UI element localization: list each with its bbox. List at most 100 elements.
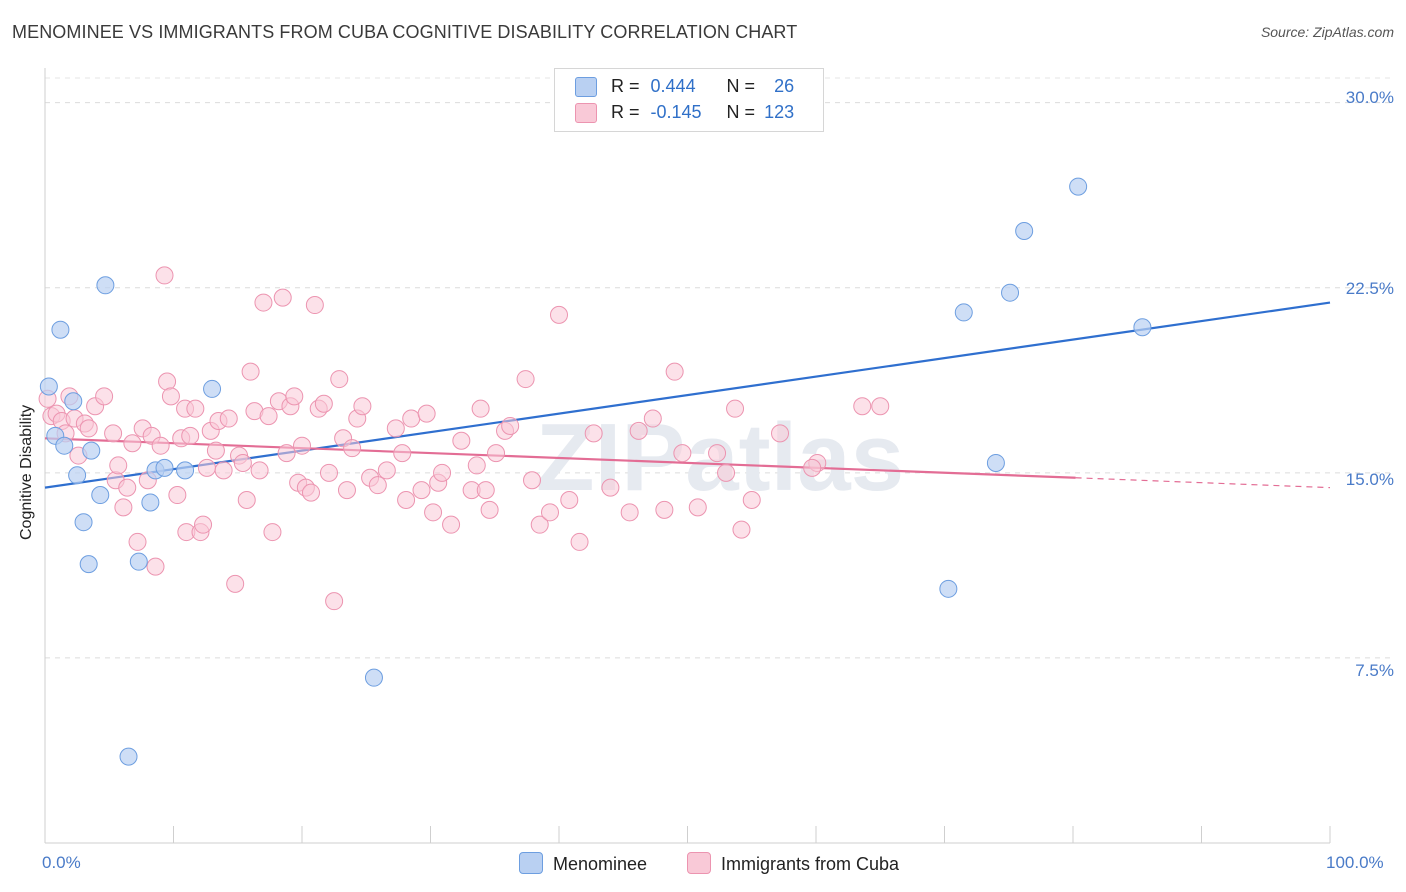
- data-point-menominee: [1001, 283, 1020, 302]
- data-point-immigrants-from-cuba: [128, 532, 147, 551]
- data-point-immigrants-from-cuba: [293, 436, 311, 455]
- data-point-immigrants-from-cuba: [118, 478, 137, 497]
- legend: R = 0.444 N = 26 R = -0.145 N = 123: [554, 68, 824, 132]
- data-point-immigrants-from-cuba: [343, 439, 362, 458]
- data-point-immigrants-from-cuba: [688, 498, 707, 517]
- data-point-immigrants-from-cuba: [233, 453, 252, 472]
- data-point-immigrants-from-cuba: [301, 483, 320, 502]
- y-tick-label: 30.0%: [1345, 88, 1394, 107]
- data-point-menominee: [91, 486, 110, 505]
- legend-n-value: 26: [774, 76, 795, 96]
- data-point-immigrants-from-cuba: [643, 409, 662, 428]
- data-point-immigrants-from-cuba: [250, 461, 269, 480]
- data-point-menominee: [364, 668, 383, 687]
- data-point-menominee: [176, 461, 195, 480]
- data-point-immigrants-from-cuba: [219, 409, 238, 428]
- data-point-menominee: [1069, 177, 1088, 196]
- data-point-menominee: [79, 555, 98, 574]
- data-point-immigrants-from-cuba: [487, 444, 506, 463]
- points-immigrants-from-cuba: [38, 266, 890, 611]
- x-tick-label: 0.0%: [42, 853, 81, 872]
- data-point-immigrants-from-cuba: [412, 481, 431, 500]
- data-point-immigrants-from-cuba: [467, 456, 486, 475]
- data-point-immigrants-from-cuba: [161, 387, 180, 406]
- data-point-immigrants-from-cuba: [314, 394, 333, 413]
- y-axis-label: Cognitive Disability: [18, 404, 35, 540]
- legend-n-label: N =: [726, 102, 756, 122]
- data-point-immigrants-from-cuba: [285, 387, 304, 406]
- data-point-immigrants-from-cuba: [214, 461, 233, 480]
- data-point-menominee: [39, 377, 58, 396]
- legend-r-value: 0.444: [650, 76, 696, 96]
- legend-n-label: N =: [726, 76, 756, 96]
- bottom-legend-swatch-blue: [519, 852, 543, 874]
- legend-swatch-blue: [575, 77, 597, 98]
- data-point-immigrants-from-cuba: [516, 370, 535, 389]
- data-point-immigrants-from-cuba: [237, 490, 256, 509]
- y-tick-label: 22.5%: [1345, 279, 1394, 298]
- data-point-immigrants-from-cuba: [146, 557, 165, 576]
- data-point-immigrants-from-cuba: [95, 387, 114, 406]
- data-point-immigrants-from-cuba: [665, 362, 684, 381]
- data-point-immigrants-from-cuba: [560, 490, 579, 509]
- data-point-immigrants-from-cuba: [377, 461, 396, 480]
- data-point-immigrants-from-cuba: [353, 397, 372, 416]
- trend-line-menominee: [44, 301, 1331, 489]
- data-point-immigrants-from-cuba: [337, 481, 356, 500]
- data-point-menominee: [119, 747, 138, 766]
- legend-row-cuba: R = -0.145 N = 123: [575, 102, 794, 126]
- legend-r-label: R =: [611, 102, 640, 122]
- bottom-legend-label: Immigrants from Cuba: [721, 854, 900, 874]
- legend-swatch-pink: [575, 103, 597, 124]
- data-point-immigrants-from-cuba: [259, 407, 278, 426]
- data-point-immigrants-from-cuba: [194, 515, 213, 534]
- bottom-legend-menominee: Menominee: [519, 852, 647, 875]
- data-point-immigrants-from-cuba: [541, 503, 560, 522]
- data-point-immigrants-from-cuba: [305, 296, 324, 315]
- data-point-immigrants-from-cuba: [397, 490, 416, 509]
- data-point-menominee: [51, 320, 70, 339]
- data-point-menominee: [82, 441, 101, 460]
- points-menominee: [39, 177, 1152, 766]
- data-point-immigrants-from-cuba: [263, 523, 282, 542]
- data-point-menominee: [954, 303, 973, 322]
- data-point-immigrants-from-cuba: [123, 434, 142, 453]
- data-point-immigrants-from-cuba: [732, 520, 751, 539]
- data-point-immigrants-from-cuba: [330, 370, 349, 389]
- data-point-immigrants-from-cuba: [476, 481, 495, 500]
- bottom-legend-cuba: Immigrants from Cuba: [687, 852, 899, 875]
- data-point-immigrants-from-cuba: [433, 463, 452, 482]
- data-point-immigrants-from-cuba: [771, 424, 790, 443]
- data-point-immigrants-from-cuba: [480, 500, 499, 519]
- data-point-immigrants-from-cuba: [620, 503, 639, 522]
- x-tick-label: 100.0%: [1326, 853, 1384, 872]
- data-point-immigrants-from-cuba: [708, 444, 727, 463]
- data-point-immigrants-from-cuba: [550, 305, 568, 324]
- data-point-menominee: [141, 493, 160, 512]
- data-point-immigrants-from-cuba: [655, 500, 674, 519]
- data-point-immigrants-from-cuba: [273, 288, 292, 307]
- data-point-immigrants-from-cuba: [803, 458, 822, 477]
- data-point-immigrants-from-cuba: [523, 471, 542, 490]
- data-point-immigrants-from-cuba: [155, 266, 174, 285]
- data-point-menominee: [1133, 318, 1152, 337]
- data-point-immigrants-from-cuba: [368, 476, 387, 495]
- data-point-immigrants-from-cuba: [181, 426, 200, 445]
- data-point-immigrants-from-cuba: [168, 486, 187, 505]
- data-point-menominee: [64, 392, 83, 411]
- legend-r-label: R =: [611, 76, 640, 96]
- data-point-immigrants-from-cuba: [393, 444, 412, 463]
- data-point-immigrants-from-cuba: [206, 441, 225, 460]
- trend-line-extension: [1075, 477, 1331, 489]
- data-point-immigrants-from-cuba: [114, 498, 133, 517]
- data-point-immigrants-from-cuba: [104, 424, 123, 443]
- data-point-immigrants-from-cuba: [452, 431, 471, 450]
- data-point-menominee: [1015, 222, 1034, 240]
- data-point-immigrants-from-cuba: [402, 409, 421, 428]
- data-point-immigrants-from-cuba: [584, 424, 603, 443]
- bottom-legend-label: Menominee: [553, 854, 648, 874]
- data-point-immigrants-from-cuba: [471, 399, 490, 418]
- legend-row-menominee: R = 0.444 N = 26: [575, 76, 794, 100]
- data-point-immigrants-from-cuba: [197, 458, 216, 477]
